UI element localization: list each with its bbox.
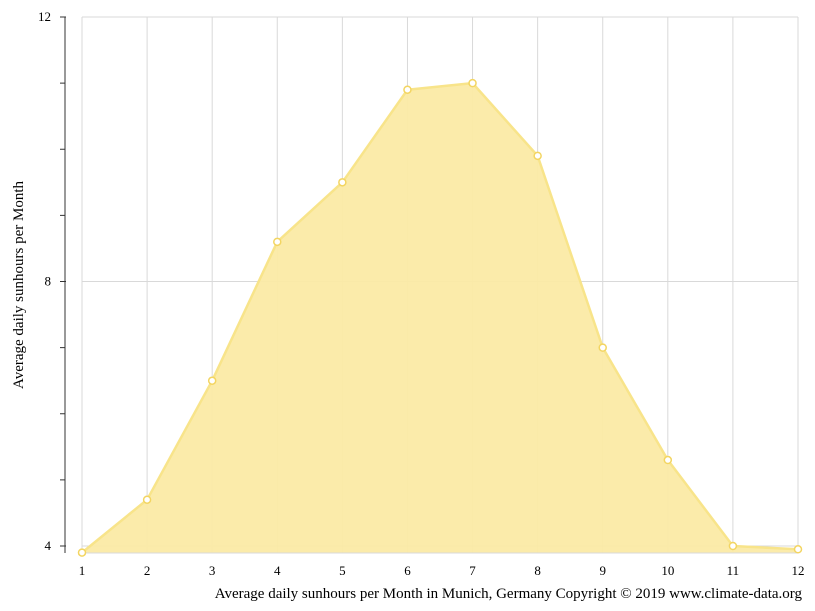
data-point <box>142 495 152 504</box>
area-layer <box>81 81 799 554</box>
x-tick-label: 7 <box>469 563 476 578</box>
data-point <box>207 376 217 385</box>
data-point <box>338 178 347 187</box>
y-tick-label: 4 <box>45 538 52 553</box>
x-axis-title: Average daily sunhours per Month in Muni… <box>215 586 803 602</box>
x-tick-label: 5 <box>339 563 346 578</box>
data-point <box>533 151 542 161</box>
area-fill <box>82 83 798 553</box>
marker-layer <box>77 78 803 557</box>
y-tick-label: 8 <box>45 274 52 289</box>
data-point <box>77 548 87 557</box>
x-tick-label: 6 <box>404 563 411 578</box>
y-axis-title: Average daily sunhours per Month <box>11 181 27 390</box>
x-tick-label: 10 <box>661 563 674 578</box>
y-tick-label: 12 <box>38 9 51 24</box>
data-point <box>403 85 412 94</box>
x-tick-label: 1 <box>79 563 86 578</box>
x-tick-label: 8 <box>534 563 541 578</box>
data-point <box>273 237 282 247</box>
axis-layer <box>60 16 798 554</box>
x-tick-label: 4 <box>274 563 281 578</box>
x-tick-label: 11 <box>727 563 740 578</box>
series-line <box>81 81 799 554</box>
x-tick-label: 9 <box>599 563 606 578</box>
x-tick-label: 12 <box>792 563 805 578</box>
data-point <box>728 541 738 551</box>
data-point <box>598 343 607 352</box>
data-point <box>468 78 477 88</box>
x-tick-label: 3 <box>209 563 216 578</box>
x-tick-label: 2 <box>144 563 151 578</box>
data-point <box>793 545 803 554</box>
data-point <box>663 455 673 465</box>
